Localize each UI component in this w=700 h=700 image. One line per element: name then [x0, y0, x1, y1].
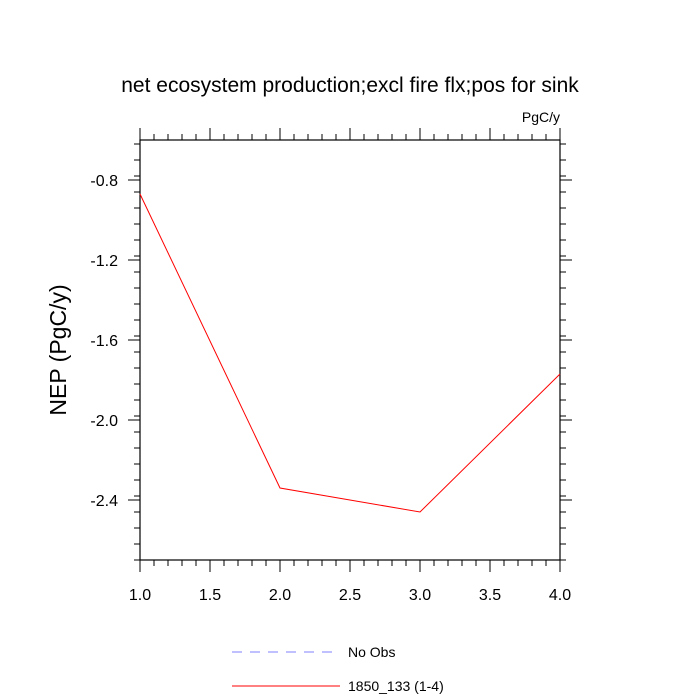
axis-ticks [128, 128, 572, 572]
legend: No Obs 1850_133 (1-4) [232, 644, 444, 694]
y-tick-label: -0.8 [90, 173, 118, 190]
y-axis-label: NEP (PgC/y) [45, 284, 71, 415]
legend-label: No Obs [348, 644, 395, 660]
x-tick-label: 1.5 [199, 587, 221, 604]
plot-frame [139, 139, 561, 561]
legend-label: 1850_133 (1-4) [348, 678, 444, 694]
y-tick-labels: -0.8 -1.2 -1.6 -2.0 -2.4 [90, 173, 118, 510]
units-label: PgC/y [522, 109, 560, 125]
y-tick-label: -2.0 [90, 413, 118, 430]
x-tick-label: 2.0 [269, 587, 291, 604]
chart-title: net ecosystem production;excl fire flx;p… [121, 74, 579, 97]
y-tick-label: -1.6 [90, 333, 118, 350]
x-tick-labels: 1.0 1.5 2.0 2.5 3.0 3.5 4.0 [129, 587, 571, 604]
y-tick-label: -2.4 [90, 493, 118, 510]
x-tick-label: 4.0 [549, 587, 571, 604]
x-tick-label: 3.0 [409, 587, 431, 604]
series-lines [139, 193, 561, 513]
x-tick-label: 1.0 [129, 587, 151, 604]
plot-area [139, 139, 561, 561]
series-line [139, 193, 561, 513]
x-tick-label: 2.5 [339, 587, 361, 604]
x-tick-label: 3.5 [479, 587, 501, 604]
y-tick-label: -1.2 [90, 253, 118, 270]
